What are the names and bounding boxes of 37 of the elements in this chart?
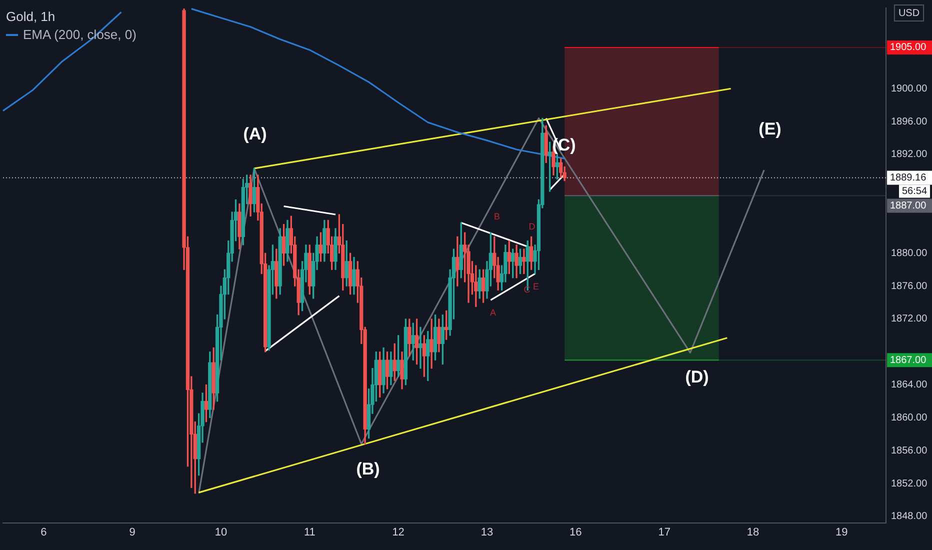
annotation: (D) [685, 368, 709, 387]
x-tick-label: 10 [214, 526, 228, 539]
x-tick-label: 9 [129, 526, 136, 539]
y-tick-label: 1896.00 [891, 116, 928, 128]
y-tick-label: 1848.00 [891, 511, 928, 522]
x-tick-label: 18 [746, 526, 760, 539]
y-tick-label: 1900.00 [891, 83, 928, 94]
x-tick-label: 6 [40, 526, 47, 539]
y-tick-label: 1852.00 [891, 478, 928, 490]
y-tick-label: 1860.00 [891, 412, 928, 424]
annotation: D [528, 221, 536, 232]
ref-line-label: 1889.16 [890, 172, 927, 184]
text: 56:54 [902, 186, 928, 198]
x-tick-label: 13 [480, 526, 494, 539]
x-tick-label: 17 [658, 526, 670, 539]
y-tick-label: 1856.00 [891, 445, 928, 456]
annotation: A [490, 307, 496, 318]
annotation: (A) [243, 124, 267, 144]
annotation: (B) [356, 460, 380, 479]
annotation: C [524, 284, 531, 294]
annotation: (E) [758, 120, 782, 139]
annotation: E [532, 281, 540, 292]
x-tick-label: 19 [836, 526, 848, 539]
annotation: B [494, 211, 500, 222]
text: USD [898, 8, 920, 19]
ref-line-label: 1867.00 [890, 354, 927, 366]
ref-line-label: 1887.00 [890, 200, 927, 212]
y-tick-label: 1892.00 [891, 149, 928, 160]
x-tick-label: 16 [570, 526, 582, 539]
y-tick-label: 1864.00 [891, 380, 928, 391]
chart-title: Gold, 1h [6, 8, 56, 26]
y-tick-label: 1880.00 [891, 248, 928, 259]
x-tick-label: 12 [392, 526, 404, 539]
y-tick-label: 1876.00 [891, 280, 928, 292]
y-tick-label: 1872.00 [891, 314, 928, 325]
x-tick-label: 11 [304, 526, 316, 539]
ref-line-label: 1905.00 [890, 42, 927, 54]
